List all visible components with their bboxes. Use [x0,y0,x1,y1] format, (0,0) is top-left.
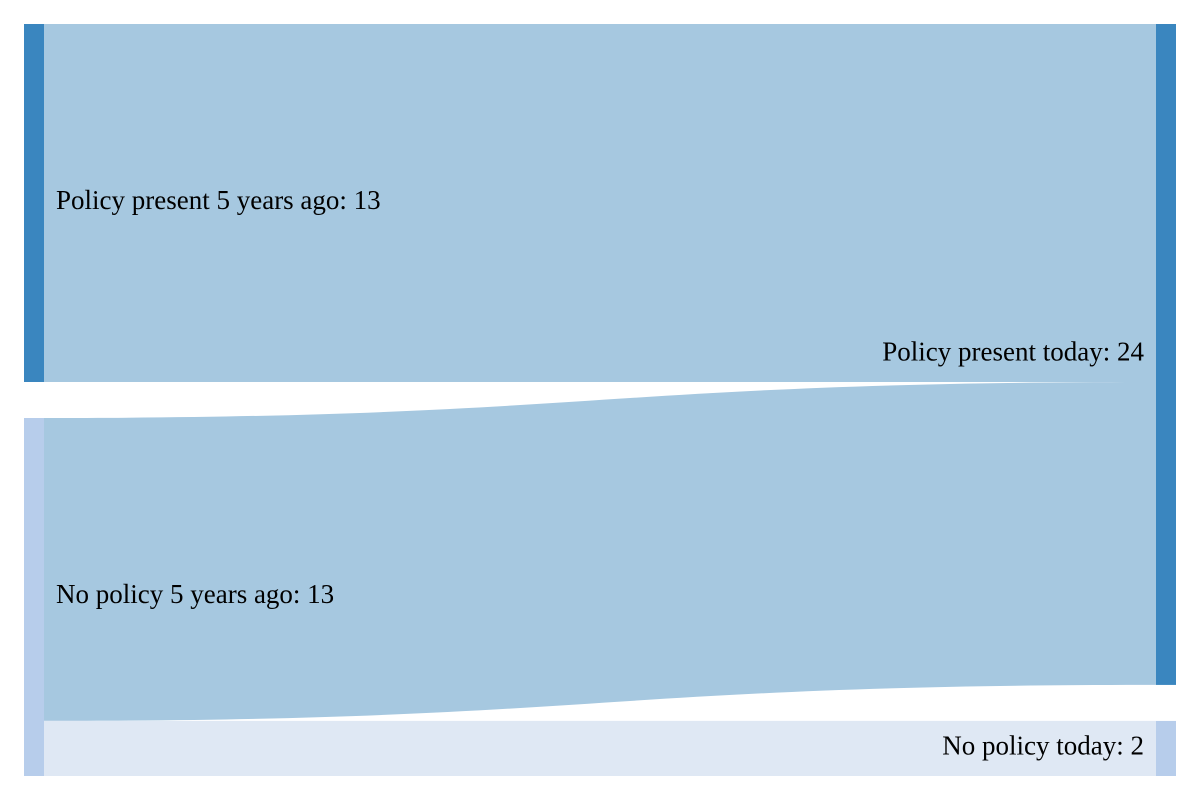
links-layer [44,24,1156,776]
node-label-dst-nopolicy: No policy today: 2 [942,731,1144,761]
node-label-src-policy: Policy present 5 years ago: 13 [56,185,381,215]
node-src-policy [24,24,44,382]
nodes-layer [24,24,1176,776]
node-dst-policy [1156,24,1176,685]
link-src-nopolicy-to-dst-nopolicy [44,720,1156,776]
labels-layer: Policy present 5 years ago: 13 No policy … [56,185,1144,760]
link-src-nopolicy-to-dst-policy [44,382,1156,721]
node-label-src-nopolicy: No policy 5 years ago: 13 [56,579,334,609]
link-src-policy-to-dst-policy [44,24,1156,382]
node-dst-nopolicy [1156,720,1176,776]
node-src-nopolicy [24,418,44,776]
node-label-dst-policy: Policy present today: 24 [882,337,1144,367]
